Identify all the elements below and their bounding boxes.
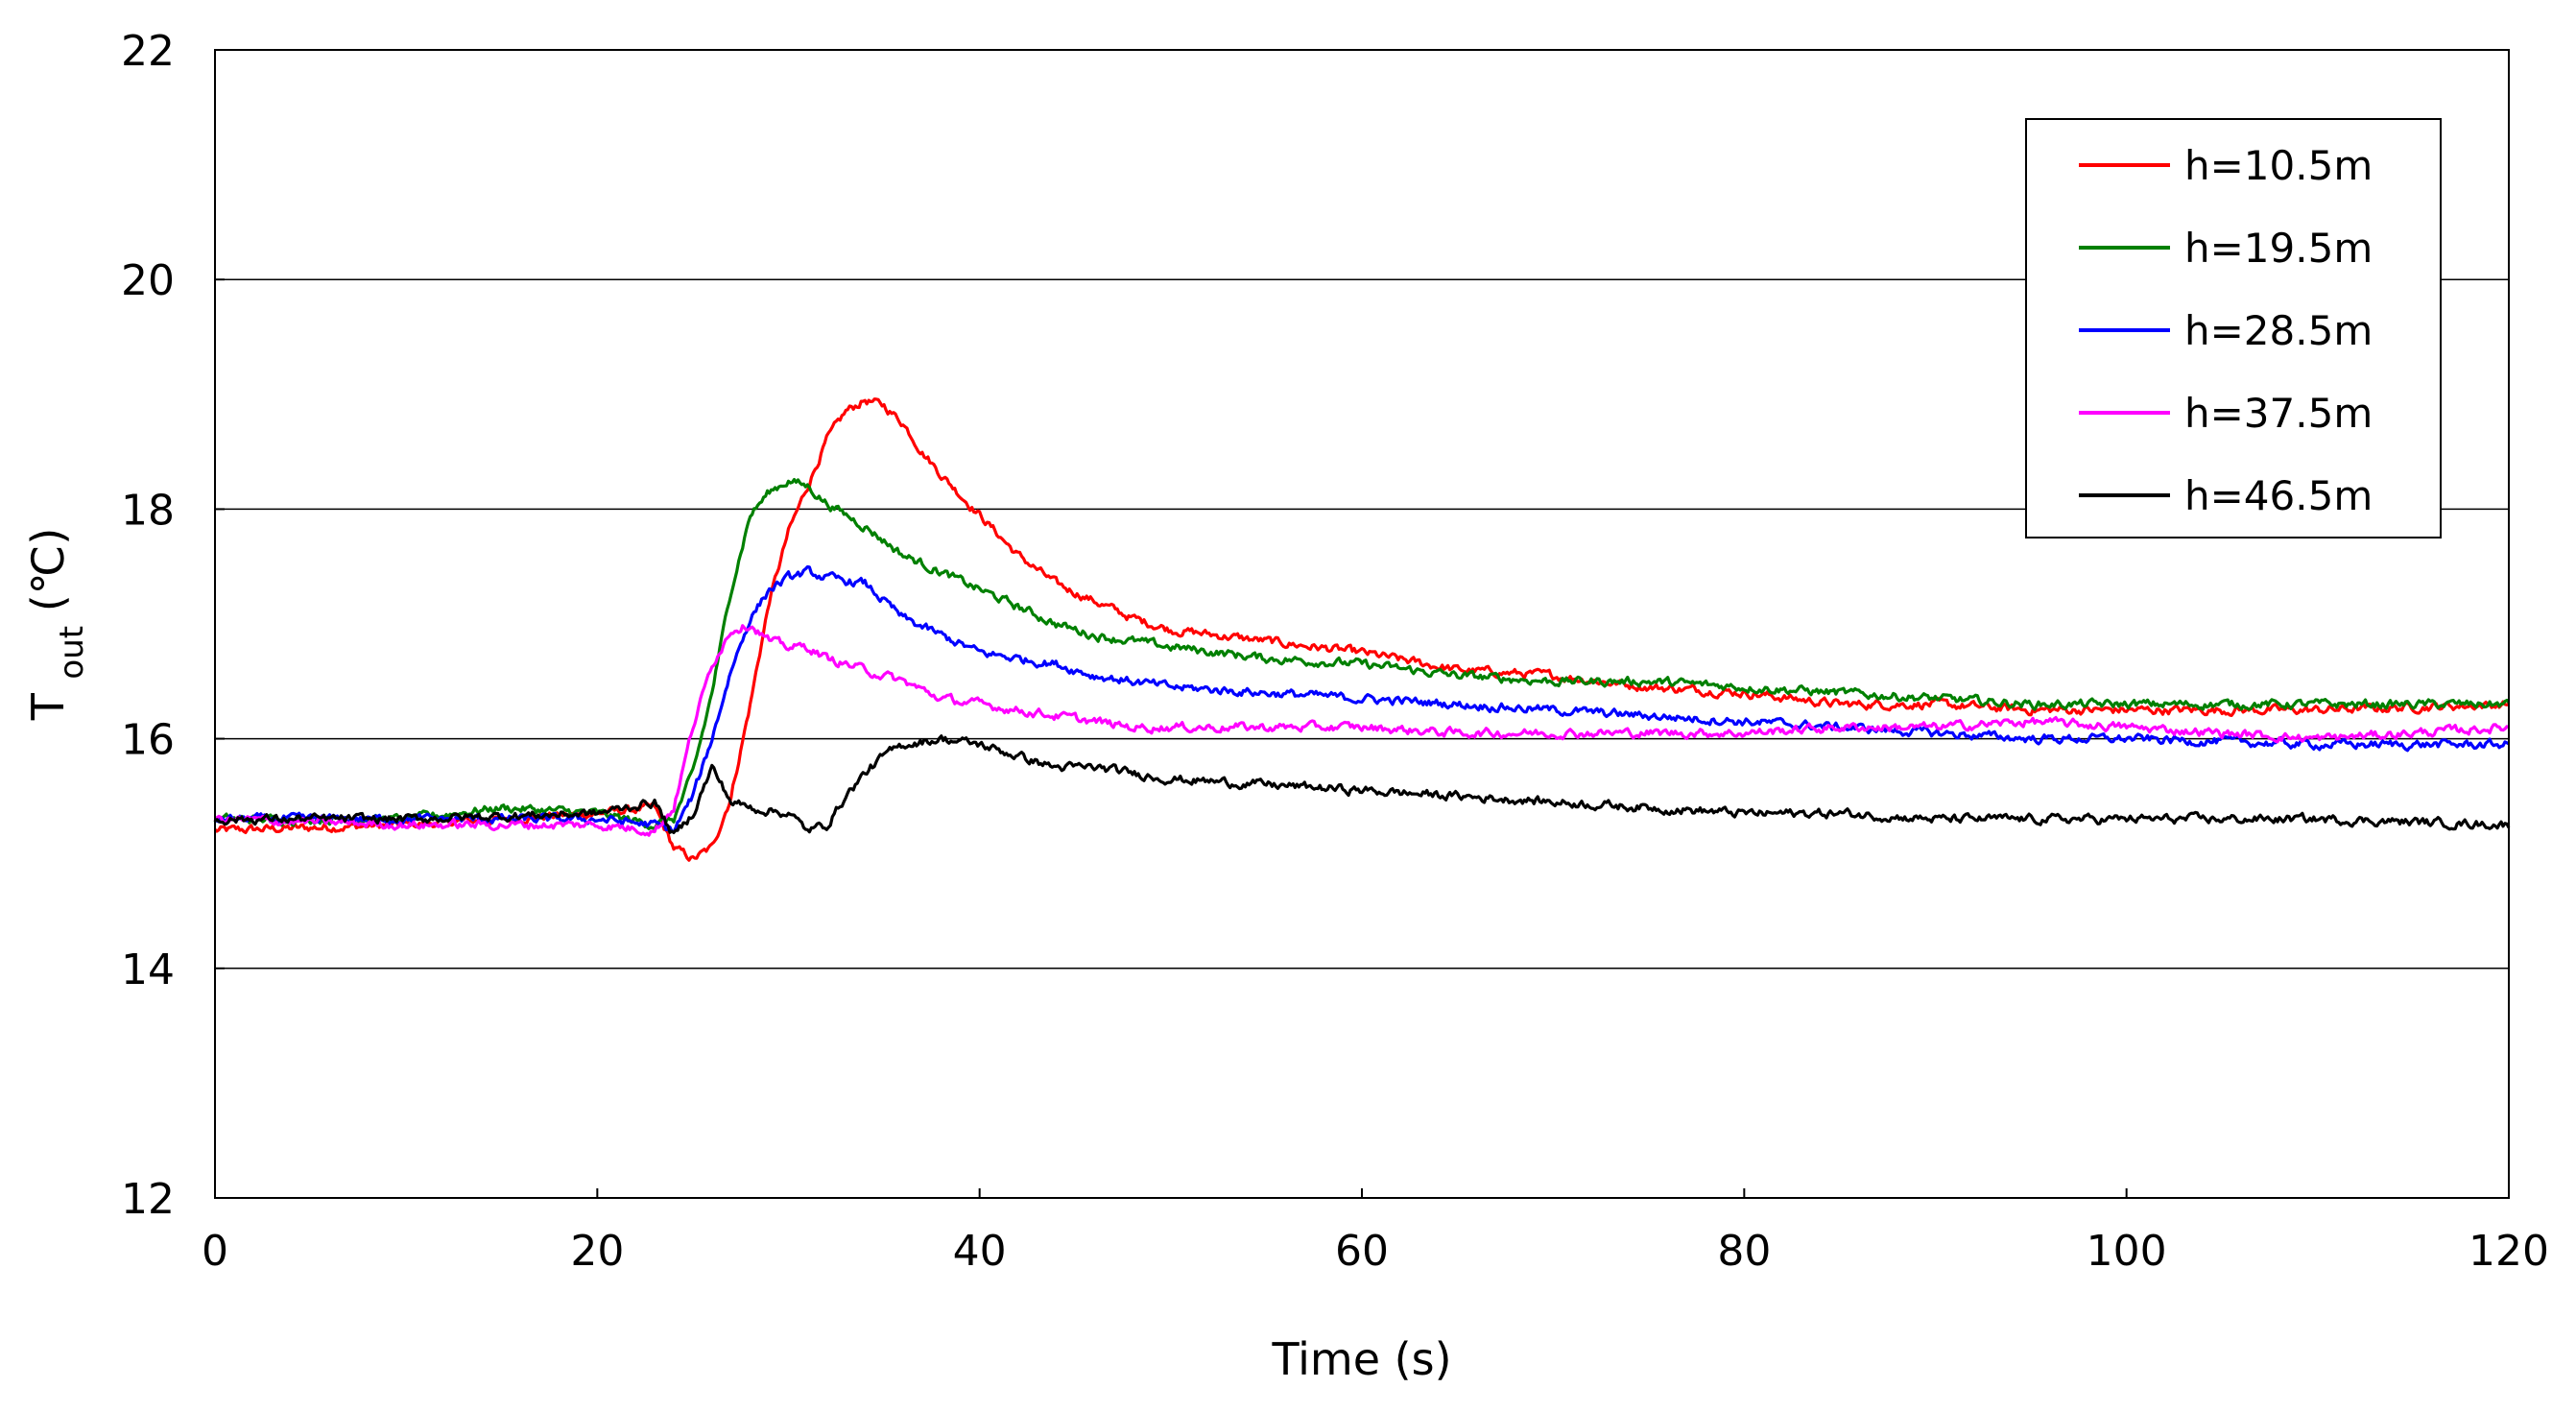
x-tick-label: 120	[2469, 1227, 2549, 1276]
legend: h=10.5m h=19.5m h=28.5m h=37.5m h=46.5m	[2025, 118, 2442, 538]
y-tick-label: 20	[121, 256, 175, 305]
y-tick-label: 12	[121, 1175, 175, 1224]
legend-label: h=19.5m	[2184, 225, 2373, 272]
x-tick-label: 80	[1717, 1227, 1771, 1276]
y-tick-label: 16	[121, 716, 175, 765]
x-axis-tick-labels: 0 20 40 60 80 100 120	[202, 1227, 2549, 1276]
legend-label: h=37.5m	[2184, 390, 2373, 437]
x-tick-label: 20	[570, 1227, 624, 1276]
series-line-5	[214, 734, 2511, 834]
y-axis-title-main: T	[22, 692, 74, 721]
series-lines	[213, 397, 2511, 862]
x-tick-label: 100	[2087, 1227, 2167, 1276]
x-tick-label: 60	[1335, 1227, 1389, 1276]
series-line-3	[213, 564, 2510, 834]
axis-ticks	[214, 49, 2510, 1199]
legend-label: h=10.5m	[2184, 142, 2373, 189]
y-axis-title: T out (℃)	[22, 528, 91, 722]
y-tick-label: 22	[121, 27, 175, 76]
y-tick-label: 18	[121, 486, 175, 535]
x-tick-label: 40	[953, 1227, 1007, 1276]
legend-label: h=28.5m	[2184, 307, 2373, 354]
y-axis-title-subscript: out	[53, 626, 91, 680]
y-axis-title-unit: (℃)	[22, 528, 74, 612]
legend-label: h=46.5m	[2184, 472, 2373, 519]
x-axis-title: Time (s)	[1271, 1333, 1451, 1385]
series-line-4	[213, 624, 2510, 837]
x-tick-label: 0	[202, 1227, 228, 1276]
y-tick-label: 14	[121, 945, 175, 994]
y-axis-tick-labels: 12 14 16 18 20 22	[121, 27, 175, 1224]
